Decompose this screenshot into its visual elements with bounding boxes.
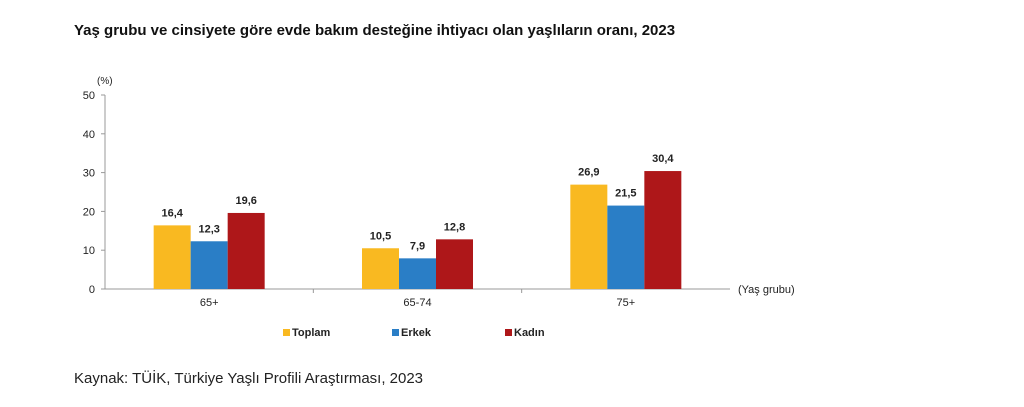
data-label: 16,4	[161, 207, 183, 219]
data-label: 26,9	[578, 167, 599, 179]
y-tick-label: 10	[83, 245, 95, 257]
bar-erkek	[607, 205, 645, 289]
y-tick-label: 20	[83, 206, 95, 218]
legend-label: Kadın	[514, 327, 545, 339]
data-label: 10,5	[370, 230, 391, 242]
y-tick-label: 40	[83, 129, 95, 141]
bar-toplam	[362, 248, 399, 289]
x-axis-label: (Yaş grubu)	[738, 284, 795, 296]
bar-erkek	[190, 241, 228, 289]
y-axis-label: (%)	[97, 76, 113, 87]
x-tick-label: 65-74	[403, 297, 431, 309]
legend-label: Toplam	[292, 327, 331, 339]
legend-label: Erkek	[401, 327, 432, 339]
data-label: 19,6	[235, 195, 256, 207]
data-label: 7,9	[410, 240, 425, 252]
y-tick-label: 50	[83, 90, 95, 102]
legend-swatch-kadın	[505, 329, 512, 336]
chart-title: Yaş grubu ve cinsiyete göre evde bakım d…	[74, 22, 676, 39]
bar-kadın	[227, 212, 265, 289]
legend-swatch-erkek	[392, 329, 399, 336]
bar-erkek	[399, 258, 436, 289]
x-tick-label: 75+	[616, 297, 635, 309]
bar-kadın	[644, 171, 682, 289]
data-label: 12,8	[444, 221, 465, 233]
data-label: 21,5	[615, 188, 636, 200]
bar-toplam	[570, 184, 608, 289]
legend-swatch-toplam	[283, 329, 290, 336]
data-label: 30,4	[652, 153, 674, 165]
source-note: Kaynak: TÜİK, Türkiye Yaşlı Profili Araş…	[74, 370, 424, 387]
bar-kadın	[436, 239, 473, 289]
data-label: 12,3	[198, 223, 219, 235]
y-tick-label: 30	[83, 168, 95, 180]
y-tick-label: 0	[89, 284, 95, 296]
bar-toplam	[153, 225, 191, 289]
x-tick-label: 65+	[200, 297, 219, 309]
